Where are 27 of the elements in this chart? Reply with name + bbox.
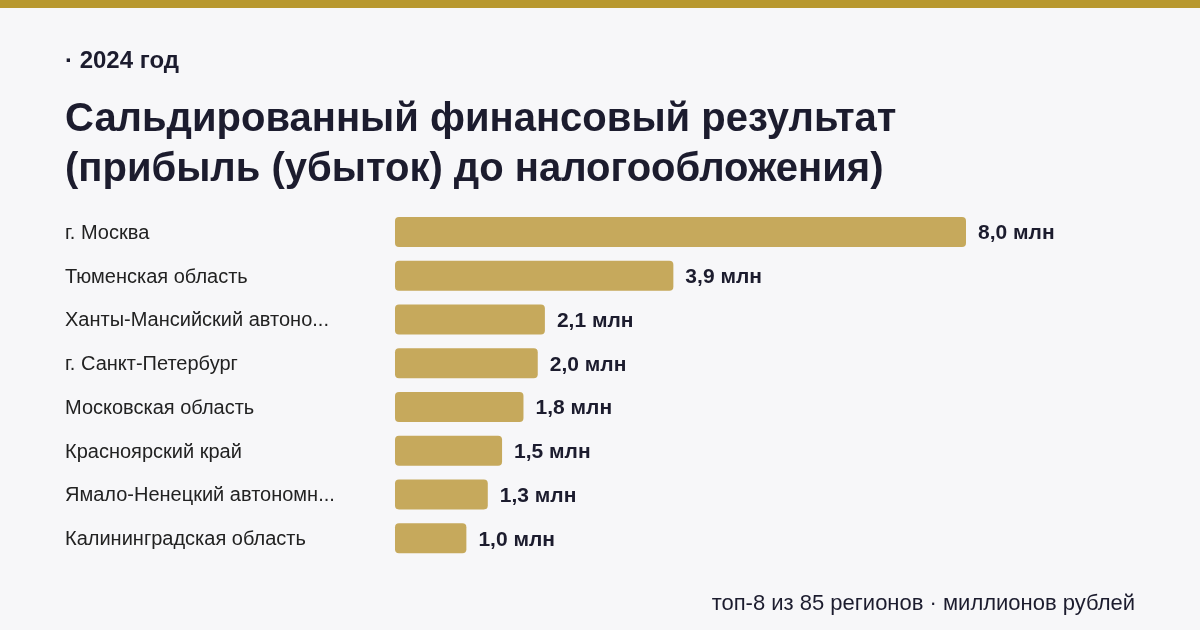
bar	[395, 391, 524, 422]
data-label: 2,1 млн	[556, 307, 634, 331]
y-tick-label: Ямало-Ненецкий автономн...	[65, 483, 335, 506]
data-label: 2,0 млн	[549, 351, 627, 375]
bar	[395, 523, 467, 554]
data-label: 1,5 млн	[514, 439, 591, 463]
bar	[395, 479, 488, 510]
bar	[395, 260, 674, 291]
bar	[395, 435, 503, 466]
data-label: 1,8 млн	[535, 395, 613, 419]
y-tick-label: г. Санкт-Петербург	[65, 352, 238, 375]
data-label: 1,3 млн	[499, 482, 577, 506]
y-tick-label: Калининградская область	[65, 527, 306, 550]
bar	[395, 216, 966, 247]
y-tick-label: Тюменская область	[65, 264, 248, 287]
y-tick-label: Московская область	[65, 395, 255, 418]
bar	[395, 304, 545, 335]
y-tick-label: Ханты-Мансийский автоно...	[65, 308, 329, 331]
y-tick-label: г. Москва	[65, 220, 151, 243]
y-tick-label: Красноярский край	[65, 439, 242, 462]
text: · 2024 год	[65, 46, 179, 74]
data-label: 8,0 млн	[978, 220, 1055, 244]
chart-title: Сальдированный финансовый результат (прибыль (убыток) до налогообложения)	[65, 94, 898, 191]
text: топ-8 из 85 регионов · миллионов рублей	[711, 590, 1135, 616]
data-label: 1,0 млн	[478, 526, 555, 550]
bar	[395, 348, 538, 379]
data-label: 3,9 млн	[685, 264, 762, 288]
